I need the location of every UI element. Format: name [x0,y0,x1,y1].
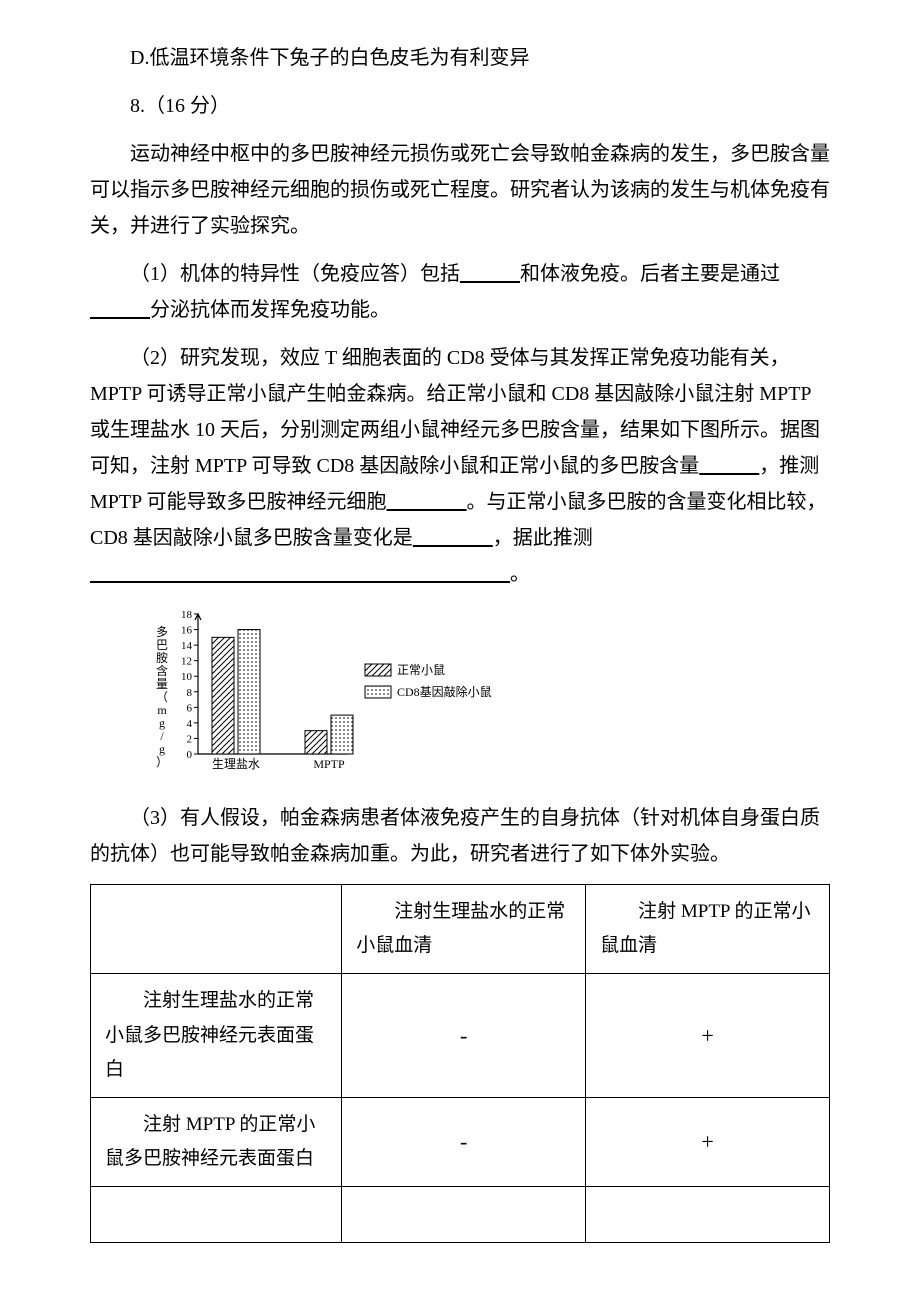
svg-text:6: 6 [187,702,193,714]
table-header-cell [91,885,342,974]
svg-text:16: 16 [181,625,193,637]
blank-2d [90,563,510,585]
q2-text-d: ，据此推测 [493,527,593,549]
svg-text:CD8基因敲除小鼠: CD8基因敲除小鼠 [397,684,492,699]
table-cell: - [342,974,586,1098]
bar-chart: 024681012141618多巴胺含量（mg/g）生理盐水MPTP正常小鼠CD… [150,604,530,784]
table-cell: 注射 MPTP 的正常小鼠多巴胺神经元表面蛋白 [91,1097,342,1186]
q1-text-b: 和体液免疫。后者主要是通过 [520,263,780,285]
svg-text:4: 4 [187,718,193,730]
svg-text:14: 14 [181,640,193,652]
table-cell: + [586,974,830,1098]
svg-text:g: g [159,742,165,756]
q2-text-e: 。 [510,563,530,585]
table-cell [91,1187,342,1242]
blank-1b [90,299,150,321]
svg-text:生理盐水: 生理盐水 [212,757,260,771]
question-2: （2）研究发现，效应 T 细胞表面的 CD8 受体与其发挥正常免疫功能有关，MP… [90,340,830,592]
svg-text:0: 0 [187,749,193,761]
option-d: D.低温环境条件下兔子的白色皮毛为有利变异 [90,40,830,76]
blank-2c [413,527,493,549]
svg-text:2: 2 [187,733,193,745]
svg-text:MPTP: MPTP [313,757,345,771]
svg-text:正常小鼠: 正常小鼠 [397,663,445,677]
question-3: （3）有人假设，帕金森病患者体液免疫产生的自身抗体（针对机体自身蛋白质的抗体）也… [90,800,830,872]
table-header-cell: 注射 MPTP 的正常小鼠血清 [586,885,830,974]
blank-2a [699,455,759,477]
svg-text:/: / [160,729,164,743]
q1-text-c: 分泌抗体而发挥免疫功能。 [150,299,390,321]
question-number: 8.（16 分） [90,88,830,124]
table-cell: 注射生理盐水的正常小鼠多巴胺神经元表面蛋白 [91,974,342,1098]
svg-text:m: m [157,703,167,717]
blank-1a [460,263,520,285]
svg-text:（: （ [156,690,168,704]
svg-text:g: g [159,716,165,730]
svg-text:含: 含 [156,663,168,678]
svg-text:）: ） [156,755,168,769]
question-1: （1）机体的特异性（免疫应答）包括 和体液免疫。后者主要是通过 分泌抗体而发挥免… [90,256,830,328]
svg-text:8: 8 [187,687,193,699]
table-cell: + [586,1097,830,1186]
svg-text:巴: 巴 [156,638,168,652]
table-row: 注射生理盐水的正常小鼠多巴胺神经元表面蛋白-+ [91,974,830,1098]
svg-text:量: 量 [156,677,168,691]
svg-text:18: 18 [181,609,193,621]
table-header-cell: 注射生理盐水的正常小鼠血清 [342,885,586,974]
table-row: 注射 MPTP 的正常小鼠多巴胺神经元表面蛋白-+ [91,1097,830,1186]
table-cell [586,1187,830,1242]
svg-text:10: 10 [181,671,193,683]
table-row [91,1187,830,1242]
svg-text:多: 多 [156,625,168,639]
svg-text:12: 12 [181,656,192,668]
table-cell: - [342,1097,586,1186]
experiment-table: 注射生理盐水的正常小鼠血清注射 MPTP 的正常小鼠血清注射生理盐水的正常小鼠多… [90,884,830,1243]
intro-paragraph: 运动神经中枢中的多巴胺神经元损伤或死亡会导致帕金森病的发生，多巴胺含量可以指示多… [90,136,830,244]
blank-2b [387,491,467,513]
q1-text-a: （1）机体的特异性（免疫应答）包括 [130,263,460,285]
svg-text:胺: 胺 [156,651,168,665]
table-cell [342,1187,586,1242]
